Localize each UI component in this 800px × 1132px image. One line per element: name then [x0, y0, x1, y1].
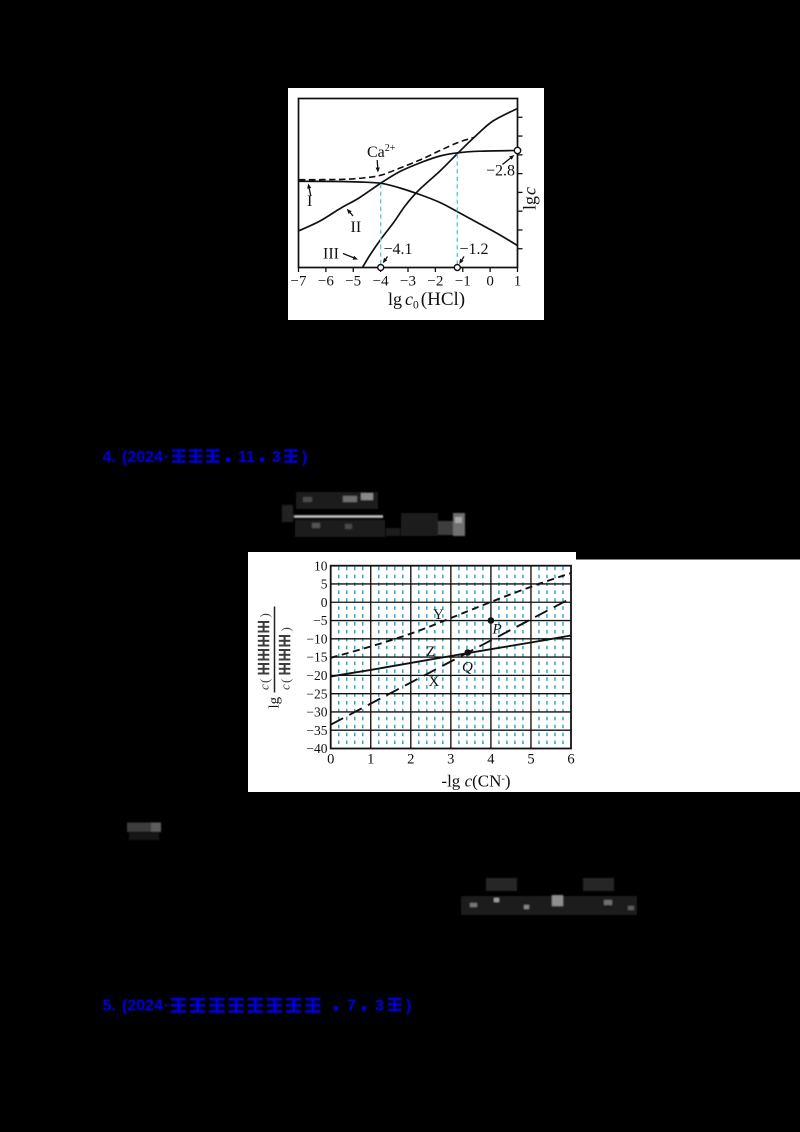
svg-text:II: II — [351, 219, 362, 236]
svg-text:2: 2 — [407, 752, 414, 768]
svg-text:−3: −3 — [400, 274, 416, 290]
svg-text:−2.8: −2.8 — [486, 163, 515, 180]
svg-text:0: 0 — [486, 274, 494, 290]
svg-text:−6: −6 — [318, 274, 334, 290]
svg-text:-lg c(CN-): -lg c(CN-) — [441, 772, 510, 791]
svg-text:c: c — [257, 684, 272, 690]
svg-text:−1.2: −1.2 — [460, 241, 489, 258]
svg-text:7: 7 — [347, 998, 356, 1015]
svg-text:0: 0 — [321, 595, 328, 610]
svg-text:10: 10 — [314, 558, 328, 573]
svg-text:5: 5 — [527, 752, 534, 768]
svg-text:−20: −20 — [306, 668, 327, 683]
svg-text:): ) — [278, 627, 293, 631]
svg-text:): ) — [302, 449, 307, 466]
svg-text:III: III — [323, 246, 339, 263]
svg-text:−4.1: −4.1 — [384, 241, 413, 258]
svg-text:0: 0 — [327, 752, 334, 768]
svg-text:3: 3 — [447, 752, 454, 768]
svg-text:·: · — [164, 449, 169, 466]
svg-text:3: 3 — [375, 998, 384, 1015]
svg-text:Y: Y — [433, 607, 444, 623]
svg-text:(2024: (2024 — [122, 449, 163, 466]
svg-text:1: 1 — [367, 752, 374, 768]
svg-text:P: P — [492, 622, 502, 638]
svg-text:X: X — [429, 674, 440, 690]
svg-text:−7: −7 — [291, 274, 307, 290]
svg-text:Z: Z — [426, 644, 435, 660]
svg-text:lg: lg — [267, 696, 283, 708]
svg-text:−10: −10 — [306, 631, 327, 646]
svg-text:I: I — [307, 193, 312, 210]
svg-text:5.: 5. — [103, 998, 116, 1015]
svg-text:Q: Q — [462, 660, 473, 676]
svg-text:lgc: lgc — [520, 187, 540, 210]
svg-text:3: 3 — [272, 449, 281, 466]
svg-text:11: 11 — [238, 449, 255, 466]
svg-text:): ) — [406, 998, 411, 1015]
svg-text:−25: −25 — [306, 686, 327, 701]
svg-text:−4: −4 — [373, 274, 389, 290]
svg-text:4: 4 — [487, 752, 495, 768]
svg-text:): ) — [257, 613, 272, 617]
svg-text:−40: −40 — [306, 741, 327, 756]
svg-text:c: c — [278, 684, 293, 690]
svg-text:−15: −15 — [306, 650, 327, 665]
svg-text:−5: −5 — [345, 274, 361, 290]
svg-text:1: 1 — [514, 274, 522, 290]
svg-text:−5: −5 — [313, 613, 328, 628]
svg-text:5: 5 — [321, 577, 328, 592]
svg-text:−1: −1 — [455, 274, 471, 290]
svg-text:−30: −30 — [306, 705, 327, 720]
svg-text:(: ( — [257, 679, 272, 683]
svg-text:(2024: (2024 — [122, 998, 163, 1015]
svg-text:·: · — [164, 998, 169, 1015]
svg-text:6: 6 — [567, 752, 574, 768]
svg-text:−2: −2 — [427, 274, 443, 290]
svg-text:4.: 4. — [103, 449, 116, 466]
svg-text:(: ( — [278, 679, 293, 683]
svg-text:−35: −35 — [306, 723, 327, 738]
